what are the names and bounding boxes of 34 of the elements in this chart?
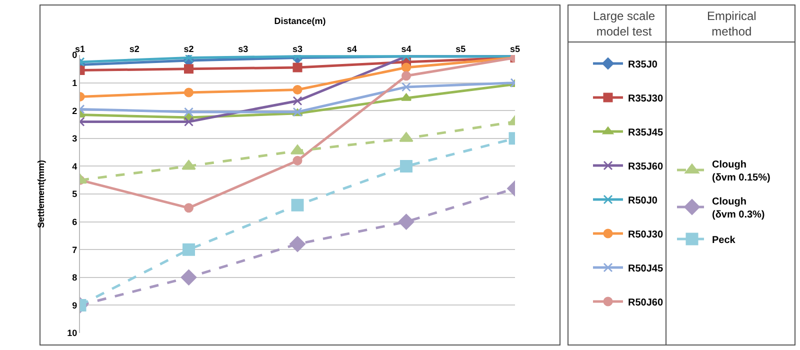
y-tick-label: 2: [72, 106, 78, 116]
x-tick-label: s4: [401, 44, 412, 54]
legend-label: R35J60: [628, 161, 664, 172]
legend-label: R50J45: [628, 263, 664, 274]
text: Empirical method: [707, 9, 756, 39]
legend-label: R35J0: [628, 59, 658, 70]
y-tick-label: 10: [67, 328, 78, 338]
legend-label: R50J0: [628, 195, 658, 206]
legend-label: R50J30: [628, 229, 664, 240]
legend-label: Clough (δvm 0.15%): [712, 159, 770, 184]
x-tick-label: s5: [510, 44, 520, 54]
x-tick-label: s4: [346, 44, 357, 54]
legend-label: R50J60: [628, 297, 664, 308]
legend-label: Peck: [712, 234, 736, 246]
x-tick-label: s2: [184, 44, 194, 54]
y-tick-label: 4: [72, 161, 78, 172]
legend-label: R35J45: [628, 127, 664, 138]
x-tick-label: s3: [238, 44, 248, 54]
x-tick-label: s2: [129, 44, 140, 54]
y-tick-label: 5: [72, 189, 78, 200]
chart-title: Distance(m): [274, 16, 326, 26]
y-tick-label: 6: [72, 216, 78, 227]
y-tick-label: 3: [72, 134, 78, 144]
text: Large scale model test: [593, 9, 656, 39]
legend-label: Clough (δvm 0.3%): [712, 196, 765, 220]
x-tick-label: s5: [456, 44, 466, 54]
y-tick-label: 9: [72, 300, 78, 310]
y-axis-title: Settlement(mm): [36, 160, 46, 228]
y-tick-label: 1: [72, 78, 78, 88]
legend-label: R35J30: [628, 93, 664, 104]
y-tick-label: 0: [72, 50, 78, 60]
x-tick-label: s3: [292, 44, 303, 54]
y-tick-label: 8: [72, 272, 78, 283]
y-tick-label: 7: [72, 244, 78, 255]
